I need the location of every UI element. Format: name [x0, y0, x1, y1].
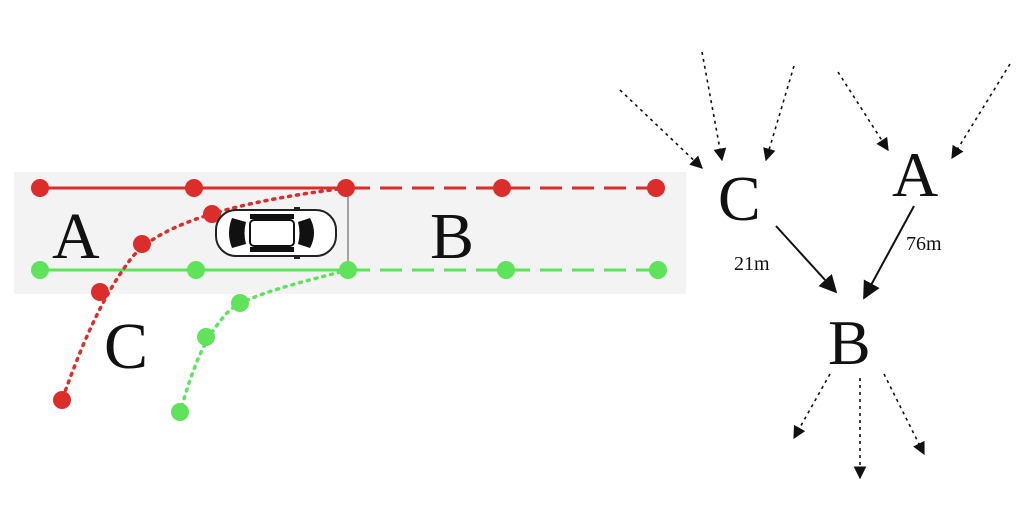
red-waypoint [133, 235, 151, 253]
green-waypoint [231, 294, 249, 312]
green-lane-curve-dotted [178, 268, 350, 414]
edge-a-to-b-distance: 76m [906, 233, 942, 255]
green-waypoint [649, 261, 667, 279]
edge-c-to-b-distance: 21m [734, 253, 770, 275]
segment-label-c: C [104, 310, 148, 383]
green-waypoint [497, 261, 515, 279]
red-waypoint [337, 179, 355, 197]
segment-label-b: B [430, 200, 474, 273]
graph-node-b: B [828, 307, 871, 378]
incoming-edge-to-a [837, 71, 889, 152]
green-waypoint [171, 403, 189, 421]
green-waypoint [339, 261, 357, 279]
incoming-edge-to-c [619, 89, 703, 169]
edge-a-to-b [863, 205, 915, 300]
red-lane-curve-dotted [60, 186, 348, 402]
car-top-view-icon [215, 207, 337, 259]
red-waypoint [203, 205, 221, 223]
red-waypoint [91, 283, 109, 301]
outgoing-edge-from-b [793, 373, 831, 440]
incoming-edge-to-c [701, 51, 727, 162]
green-lane-waypoints [31, 261, 667, 421]
red-waypoint [53, 391, 71, 409]
green-waypoint [31, 261, 49, 279]
graph-node-a: A [892, 139, 938, 210]
incoming-edge-to-c [763, 65, 795, 162]
segment-label-a: A [52, 200, 100, 273]
red-waypoint [185, 179, 203, 197]
lane-graph: C A B 21m 76m [619, 51, 1011, 480]
lane-map: A B C [14, 172, 686, 421]
green-waypoint [197, 328, 215, 346]
outgoing-edge-from-b [883, 373, 925, 456]
red-waypoint [493, 179, 511, 197]
green-waypoint [187, 261, 205, 279]
incoming-edge-to-a [951, 63, 1011, 160]
edge-c-to-b [775, 225, 838, 294]
red-lane-waypoints [31, 179, 665, 409]
red-waypoint [31, 179, 49, 197]
red-waypoint [647, 179, 665, 197]
graph-node-c: C [718, 163, 761, 234]
